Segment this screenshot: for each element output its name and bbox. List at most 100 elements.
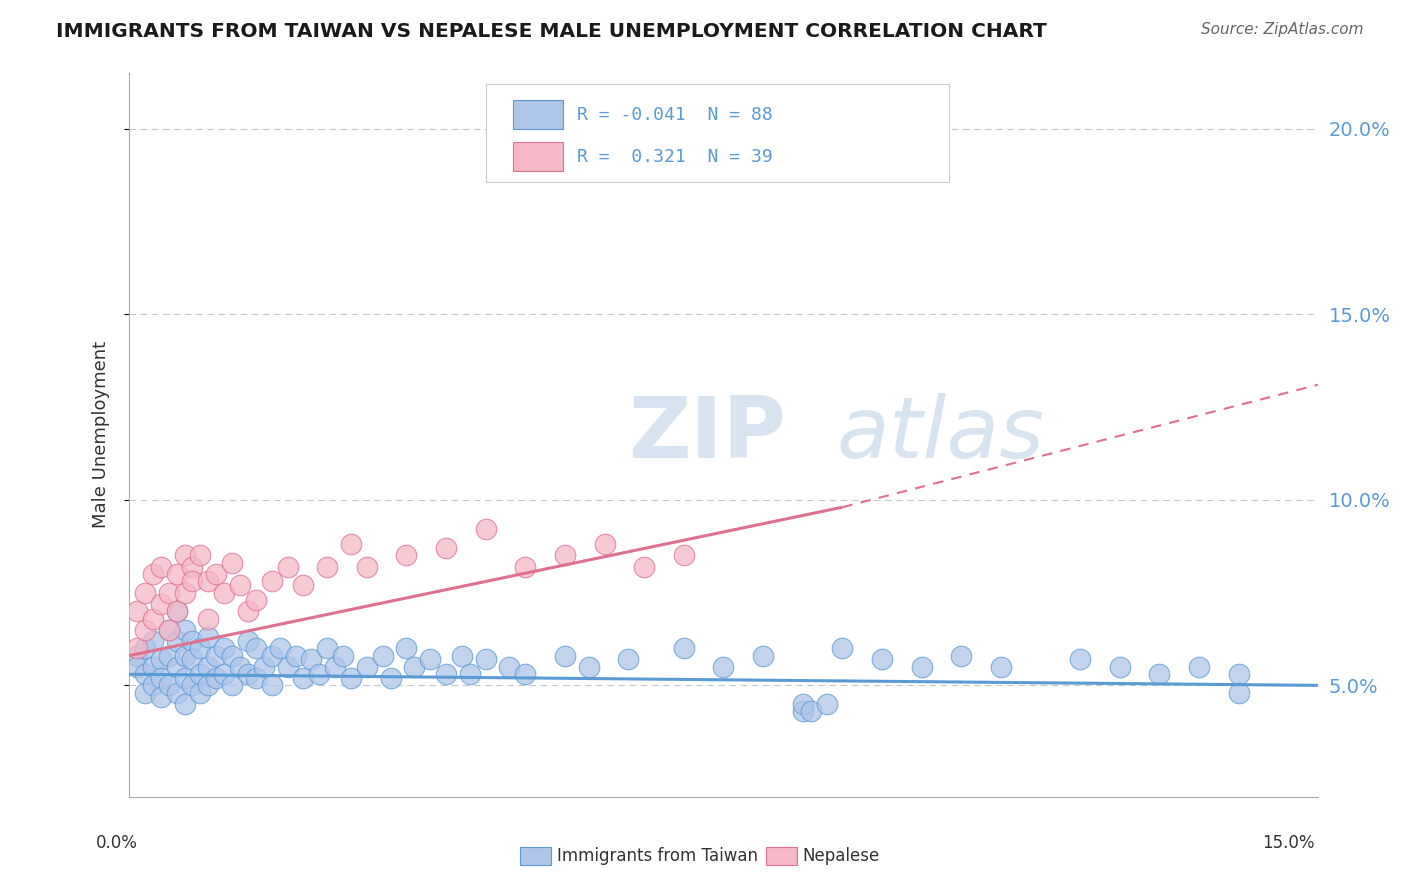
Point <box>269 641 291 656</box>
Point <box>157 678 180 692</box>
Point <box>578 660 600 674</box>
Point <box>815 697 838 711</box>
Text: Nepalese: Nepalese <box>803 847 880 865</box>
Point <box>617 652 640 666</box>
Point <box>633 559 655 574</box>
Point <box>197 611 219 625</box>
Point <box>166 567 188 582</box>
Point <box>253 660 276 674</box>
Point <box>181 559 204 574</box>
Point <box>212 667 235 681</box>
Point <box>149 597 172 611</box>
Point <box>474 652 496 666</box>
Point <box>292 671 315 685</box>
Point <box>404 660 426 674</box>
Point <box>221 556 243 570</box>
Point <box>299 652 322 666</box>
Point <box>166 604 188 618</box>
Point <box>134 585 156 599</box>
Point <box>134 686 156 700</box>
Point <box>173 671 195 685</box>
Point <box>1069 652 1091 666</box>
Point <box>142 678 165 692</box>
Point <box>713 660 735 674</box>
Point <box>672 549 695 563</box>
Point <box>181 633 204 648</box>
Text: 0.0%: 0.0% <box>96 834 138 852</box>
Point <box>990 660 1012 674</box>
Point <box>229 578 252 592</box>
Point <box>205 671 228 685</box>
Point <box>554 549 576 563</box>
Point <box>173 623 195 637</box>
Point <box>236 667 259 681</box>
Point <box>149 671 172 685</box>
Point <box>308 667 330 681</box>
Point <box>173 549 195 563</box>
Point <box>284 648 307 663</box>
Point <box>245 671 267 685</box>
Point <box>125 660 148 674</box>
Point <box>356 660 378 674</box>
Point <box>474 523 496 537</box>
Point <box>125 604 148 618</box>
Point <box>190 549 212 563</box>
Point <box>149 559 172 574</box>
Point <box>340 671 363 685</box>
Point <box>142 611 165 625</box>
Text: R = -0.041  N = 88: R = -0.041 N = 88 <box>578 106 773 124</box>
Point <box>197 660 219 674</box>
Point <box>260 574 283 589</box>
Point <box>356 559 378 574</box>
Point <box>142 660 165 674</box>
Point <box>554 648 576 663</box>
Point <box>197 678 219 692</box>
Point <box>166 660 188 674</box>
Point <box>752 648 775 663</box>
Point <box>593 537 616 551</box>
Point <box>157 648 180 663</box>
Point <box>340 537 363 551</box>
Point <box>173 648 195 663</box>
Point <box>142 633 165 648</box>
Point <box>910 660 932 674</box>
Point <box>434 667 457 681</box>
Point <box>190 686 212 700</box>
Point <box>197 574 219 589</box>
Point <box>498 660 520 674</box>
Point <box>205 567 228 582</box>
Point <box>316 559 339 574</box>
Point <box>166 686 188 700</box>
Text: R =  0.321  N = 39: R = 0.321 N = 39 <box>578 147 773 166</box>
Point <box>395 641 418 656</box>
Point <box>190 641 212 656</box>
Text: atlas: atlas <box>837 393 1045 476</box>
Point <box>1227 667 1250 681</box>
Point <box>212 585 235 599</box>
Point <box>515 559 537 574</box>
Point <box>166 633 188 648</box>
Bar <box>513 101 562 129</box>
Point <box>149 690 172 704</box>
Point <box>125 641 148 656</box>
Text: Immigrants from Taiwan: Immigrants from Taiwan <box>557 847 758 865</box>
Text: IMMIGRANTS FROM TAIWAN VS NEPALESE MALE UNEMPLOYMENT CORRELATION CHART: IMMIGRANTS FROM TAIWAN VS NEPALESE MALE … <box>56 22 1047 41</box>
Point <box>212 641 235 656</box>
Point <box>221 648 243 663</box>
Point <box>181 574 204 589</box>
Point <box>181 652 204 666</box>
Point <box>197 630 219 644</box>
Point <box>831 641 853 656</box>
Point <box>371 648 394 663</box>
Point <box>205 648 228 663</box>
Point <box>173 697 195 711</box>
Point <box>157 585 180 599</box>
Point <box>672 641 695 656</box>
Point <box>458 667 481 681</box>
Point <box>950 648 973 663</box>
Point <box>149 652 172 666</box>
Point <box>125 648 148 663</box>
Point <box>332 648 354 663</box>
Point <box>1227 686 1250 700</box>
Point <box>221 678 243 692</box>
